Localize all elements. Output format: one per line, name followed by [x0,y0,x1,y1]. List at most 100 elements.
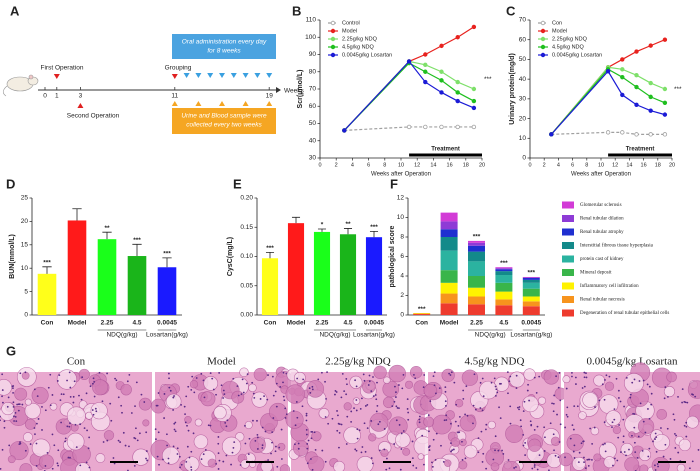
tubule [90,402,108,420]
nucleus [266,398,269,401]
nucleus [443,419,446,422]
y-tick-label: 50 [309,120,317,127]
legend-label: Control [342,20,360,26]
legend-label: Inflammatory cell infiltration [580,284,639,289]
x-tick-label: Con [41,320,54,327]
tubule [522,395,539,413]
nucleus [92,413,95,416]
nucleus [215,462,218,465]
nucleus [518,406,521,408]
nucleus [572,428,575,431]
tubule [582,392,598,408]
tubule [395,432,411,448]
nucleus [112,457,115,459]
bar [127,256,147,315]
nucleus [53,444,56,447]
x-tick-label: 0.0045 [521,320,541,327]
nucleus [551,402,553,405]
nucleus [455,403,458,406]
legend-marker [330,28,336,34]
nucleus [211,377,214,380]
y-tick-label: 60 [309,103,317,110]
nucleus [377,423,380,426]
nucleus [685,421,688,424]
nucleus [102,441,105,443]
nucleus [217,452,220,455]
nucleus [41,429,43,431]
nucleus [62,393,65,396]
tubule [490,462,500,471]
bar-segment [468,276,485,288]
nucleus [644,431,647,434]
timeline-tick-label: 3 [79,93,83,100]
nucleus [212,388,215,391]
nucleus [355,399,358,401]
nucleus [522,433,525,436]
tubule [292,440,309,457]
point [455,35,460,40]
tubule [369,412,389,432]
legend-label: 2.25g/kg NDQ [552,36,588,42]
nucleus [297,442,300,445]
nucleus [481,409,484,412]
x-tick-label: 4 [557,162,560,168]
nucleus [428,430,430,433]
x-tick-label: 2 [335,162,338,168]
nucleus [666,427,669,430]
nucleus [573,444,576,447]
nucleus [574,376,577,379]
nucleus [8,444,11,447]
nucleus [224,422,227,424]
nucleus [538,375,541,378]
nucleus [86,429,88,432]
histology-image [285,364,434,471]
nucleus [145,431,148,434]
nucleus [57,449,60,452]
bar-segment [468,242,485,246]
nucleus [126,380,129,383]
tubule [66,432,85,451]
legend-swatch [562,242,574,249]
nucleus [694,395,697,398]
nucleus [498,406,500,409]
nucleus [223,393,226,396]
timeline-event: Second Operation [67,113,120,120]
y-axis-label: Urinary protein(mg/d) [509,53,516,125]
y-tick-label: 0 [522,155,526,162]
legend-swatch [562,228,574,236]
nucleus [222,397,225,399]
nucleus [324,416,327,418]
point [648,80,653,86]
nucleus [526,389,529,392]
nucleus [608,375,611,378]
x-axis-label: Weeks after Operation [371,172,431,178]
nucleus [400,432,403,435]
tubule [450,437,461,447]
x-tick-label: 10 [598,162,604,168]
nucleus [506,371,509,373]
y-tick-label: 0 [24,312,28,319]
nucleus [402,374,405,376]
error-bar [42,266,52,274]
nucleus [113,462,116,465]
tubule [461,369,479,386]
nucleus [654,432,657,435]
nucleus [295,401,298,403]
bar-segment [468,251,485,262]
nucleus [604,450,607,453]
nucleus [375,398,378,401]
tubule [194,418,203,427]
nucleus [350,410,353,413]
nucleus [326,371,328,374]
y-tick-label: 8 [400,234,404,241]
nucleus [183,405,186,408]
nucleus [233,441,236,443]
nucleus [130,412,133,414]
nucleus [215,393,217,396]
tubule [333,460,346,471]
nucleus [335,391,338,393]
nucleus [46,451,49,454]
nucleus [167,462,170,465]
bar [97,239,117,315]
tubule [383,376,391,384]
